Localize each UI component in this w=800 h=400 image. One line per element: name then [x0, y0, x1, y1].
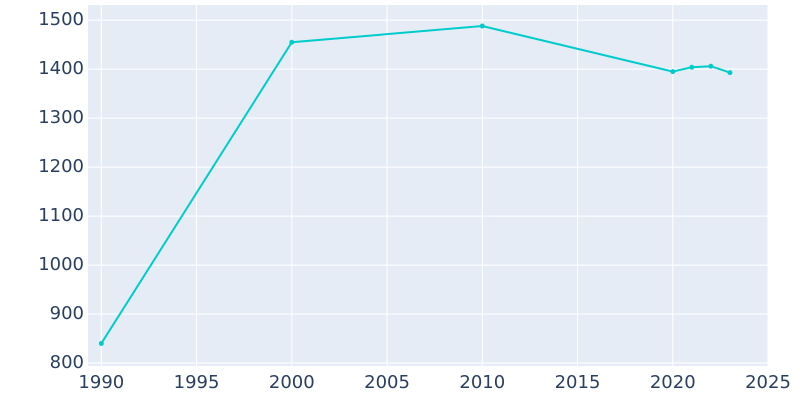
point — [670, 69, 676, 75]
point — [727, 70, 733, 76]
x-tick-label: 2015 — [555, 372, 601, 393]
y-tick-label: 1400 — [38, 58, 84, 79]
y-tick-label: 1100 — [38, 205, 84, 226]
point — [708, 63, 714, 69]
point — [289, 39, 295, 45]
y-tick-label: 1000 — [38, 254, 84, 275]
point — [479, 23, 485, 29]
x-tick-label: 2000 — [269, 372, 315, 393]
x-tick-label: 2010 — [459, 372, 505, 393]
point — [98, 340, 104, 346]
x-tick-label: 2025 — [745, 372, 791, 393]
x-tick-label: 1990 — [78, 372, 124, 393]
y-tick-label: 1300 — [38, 107, 84, 128]
y-tick-label: 1200 — [38, 156, 84, 177]
x-tick-label: 1995 — [174, 372, 220, 393]
x-tick-label: 2005 — [364, 372, 410, 393]
point — [689, 64, 695, 70]
x-tick-label: 2020 — [650, 372, 696, 393]
y-tick-label: 1500 — [38, 9, 84, 30]
plot-background — [88, 5, 768, 366]
y-tick-label: 800 — [50, 352, 84, 373]
y-tick-label: 900 — [50, 303, 84, 324]
